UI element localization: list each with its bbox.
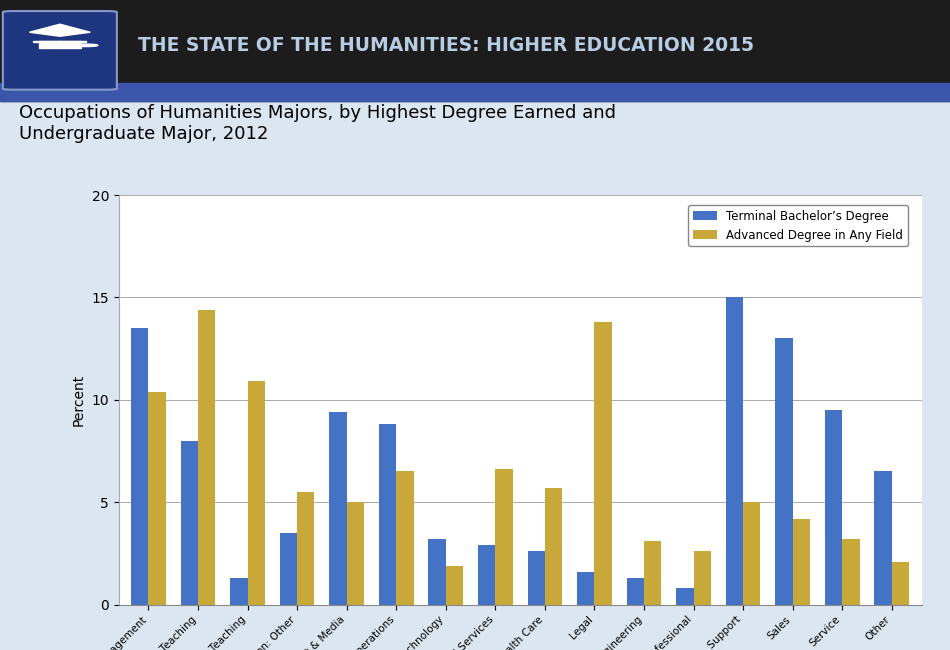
Bar — [825, 410, 843, 604]
Text: Occupations of Humanities Majors, by Highest Degree Earned and
Undergraduate Maj: Occupations of Humanities Majors, by Hig… — [19, 104, 616, 143]
Bar — [843, 539, 860, 605]
Text: THE STATE OF THE HUMANITIES: HIGHER EDUCATION 2015: THE STATE OF THE HUMANITIES: HIGHER EDUC… — [138, 36, 753, 55]
Bar — [495, 469, 513, 604]
Bar — [446, 566, 464, 604]
Bar — [792, 519, 810, 604]
Bar — [280, 533, 297, 604]
Bar — [694, 551, 711, 604]
Polygon shape — [29, 24, 90, 36]
Bar — [148, 391, 166, 604]
Circle shape — [75, 44, 98, 47]
Bar — [396, 471, 413, 604]
Bar — [726, 298, 743, 604]
Bar — [379, 424, 396, 604]
Text: ☃: ☃ — [59, 40, 61, 41]
Bar — [676, 588, 694, 604]
Bar — [627, 578, 644, 604]
Legend: Terminal Bachelor’s Degree, Advanced Degree in Any Field: Terminal Bachelor’s Degree, Advanced Deg… — [688, 205, 907, 246]
Bar — [131, 328, 148, 604]
Bar — [743, 502, 760, 604]
Bar — [478, 545, 495, 605]
Bar — [230, 578, 248, 604]
Bar — [0, 83, 950, 101]
Bar — [297, 492, 314, 604]
Bar — [644, 541, 661, 604]
Bar — [775, 339, 792, 604]
Bar — [577, 572, 595, 604]
Bar — [874, 471, 892, 604]
Bar — [545, 488, 562, 604]
Bar — [248, 382, 265, 604]
Bar — [39, 42, 81, 48]
Bar — [347, 502, 364, 604]
Bar — [180, 441, 198, 604]
Bar — [527, 551, 545, 604]
Bar — [428, 539, 446, 605]
Bar — [330, 412, 347, 604]
Y-axis label: Percent: Percent — [72, 374, 86, 426]
Bar — [33, 40, 86, 42]
Bar — [198, 309, 216, 604]
Bar — [892, 562, 909, 605]
FancyBboxPatch shape — [3, 11, 117, 90]
Bar — [595, 322, 612, 604]
